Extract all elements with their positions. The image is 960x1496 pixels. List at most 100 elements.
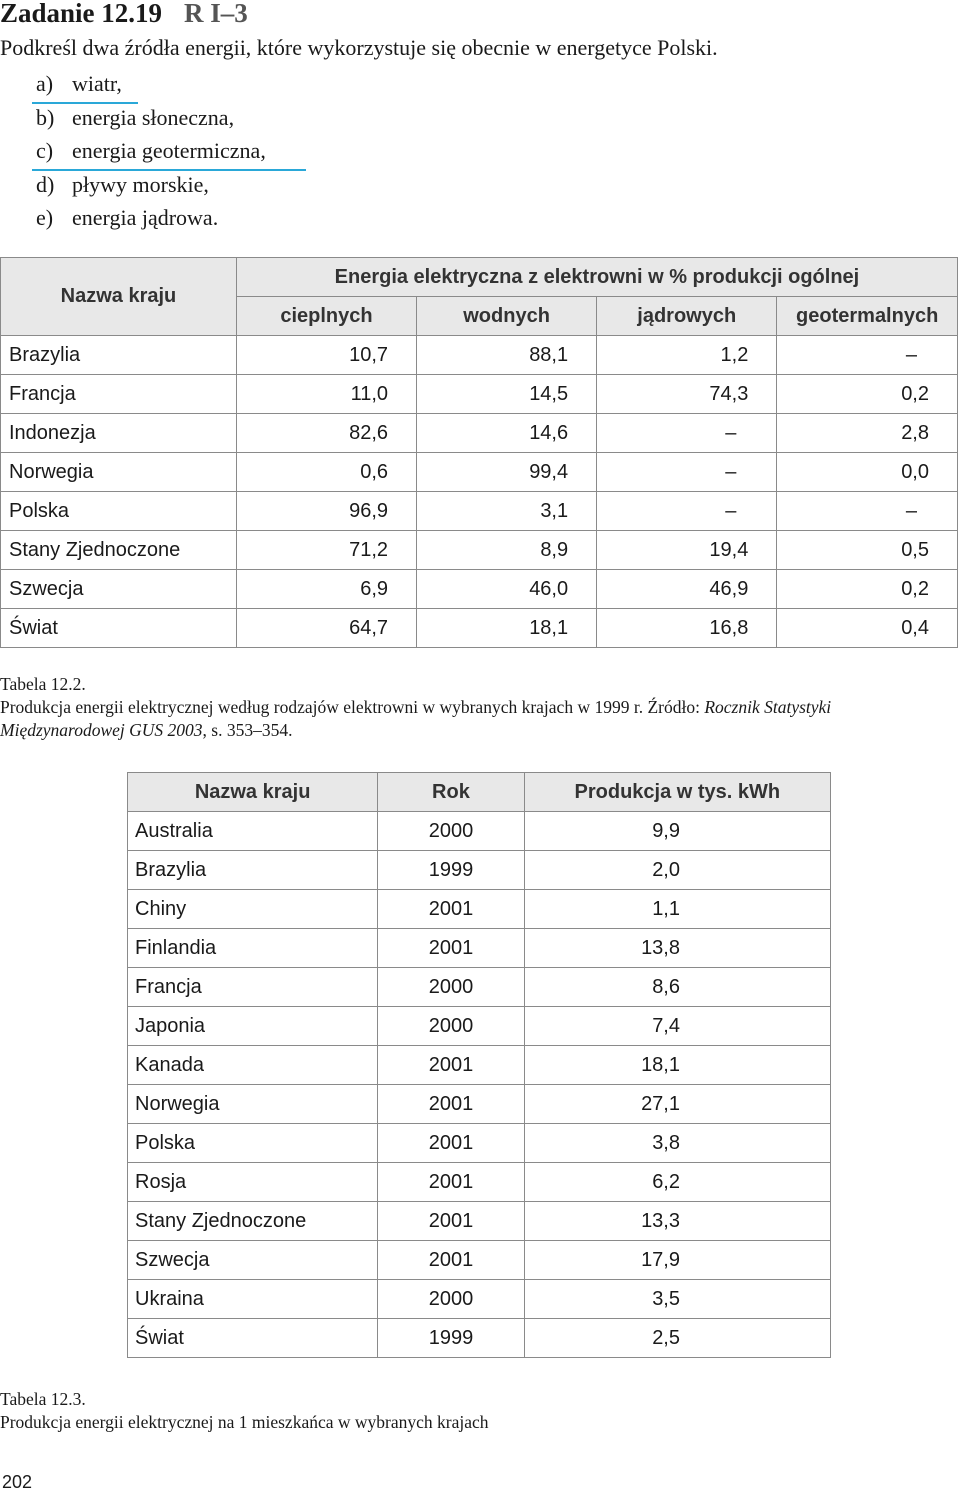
answer-options: a) wiatr, b) energia słoneczna, c) energia ge…: [32, 70, 306, 238]
option-text: pływy morskie,: [72, 171, 209, 197]
country-cell: Szwecja: [0, 569, 237, 609]
caption-pages: , s. 353–354.: [202, 720, 293, 740]
per-capita-table: Nazwa kraju Rok Produkcja w tys. kWh Austr…: [126, 772, 832, 1358]
caption-text: Produkcja energii elektrycznej według ro…: [0, 697, 705, 717]
country-cell: Szwecja: [126, 1240, 379, 1280]
country-cell: Brazylia: [0, 335, 237, 375]
table-row: Polska 2001 3,8: [126, 1123, 832, 1163]
value-cell: 17,9: [523, 1240, 832, 1280]
country-cell: Indonezja: [0, 413, 237, 453]
value-cell: 16,8: [596, 608, 778, 648]
value-cell: 46,0: [416, 569, 598, 609]
table-row: Norwegia 2001 27,1: [126, 1084, 832, 1124]
table-1-caption: Tabela 12.2. Produkcja energii elektrycz…: [0, 673, 960, 742]
value-cell: 2,5: [523, 1318, 832, 1358]
option-text: energia słoneczna,: [72, 104, 235, 130]
option-letter: a): [36, 71, 54, 96]
year-cell: 2000: [377, 811, 525, 851]
country-cell: Polska: [126, 1123, 379, 1163]
country-cell: Chiny: [126, 889, 379, 929]
value-cell: 13,3: [523, 1201, 832, 1241]
table-row: Indonezja 82,6 14,6–2,8: [0, 413, 958, 453]
value-cell: 9,9: [523, 811, 832, 851]
value-cell: 18,1: [523, 1045, 832, 1085]
value-cell: 1,2: [596, 335, 778, 375]
value-cell: 27,1: [523, 1084, 832, 1124]
year-cell: 2001: [377, 1201, 525, 1241]
option-letter: c): [36, 138, 54, 163]
year-cell: 2000: [377, 1006, 525, 1046]
table-row: Świat 1999 2,5: [126, 1318, 832, 1358]
table-row: Ukraina 2000 3,5: [126, 1279, 832, 1319]
value-cell: 0,2: [776, 569, 958, 609]
value-cell: 14,6: [416, 413, 598, 453]
value-cell: 13,8: [523, 928, 832, 968]
caption-source: Rocznik Statystyki Międzynarodowej GUS 2…: [0, 697, 832, 740]
value-cell: 0,5: [776, 530, 958, 570]
value-cell: 3,8: [523, 1123, 832, 1163]
year-cell: 2001: [377, 1045, 525, 1085]
value-cell: 99,4: [416, 452, 598, 492]
value-cell: 8,6: [523, 967, 832, 1007]
table-row: Polska 96,9 3,1– –: [0, 491, 958, 531]
option-text: energia jądrowa.: [72, 205, 219, 230]
table-row: Szwecja 2001 17,9: [126, 1240, 832, 1280]
country-cell: Norwegia: [126, 1084, 379, 1124]
value-cell: –: [596, 491, 778, 531]
table-row: Brazylia 10,7 88,1 1,2–: [0, 335, 958, 375]
table-row: Świat 64,7 18,1 16,8 0,4: [0, 608, 958, 648]
option-letter: d): [36, 171, 55, 197]
option-text: wiatr,: [72, 71, 122, 96]
value-cell: 88,1: [416, 335, 598, 375]
year-cell: 1999: [377, 1318, 525, 1358]
answer-option: c) energia geotermiczna,: [32, 137, 306, 171]
table-row: Kanada 2001 18,1: [126, 1045, 832, 1085]
value-cell: 0,2: [776, 374, 958, 414]
value-cell: 19,4: [596, 530, 778, 570]
country-cell: Finlandia: [126, 928, 379, 968]
table-row: Japonia 2000 7,4: [126, 1006, 832, 1046]
table-row: Norwegia 0,6 99,4–0,0: [0, 452, 958, 492]
year-cell: 2001: [377, 889, 525, 929]
table-row: Stany Zjednoczone 71,2 8,9 19,4 0,5: [0, 530, 958, 570]
value-cell: 0,0: [776, 452, 958, 492]
country-cell: Ukraina: [126, 1279, 379, 1319]
value-cell: –: [596, 413, 778, 453]
table-row: Australia 2000 9,9: [126, 811, 832, 851]
column-header: cieplnych: [235, 296, 418, 336]
country-cell: Stany Zjednoczone: [126, 1201, 379, 1241]
table-row: Rosja 2001 6,2: [126, 1162, 832, 1202]
country-cell: Rosja: [126, 1162, 379, 1202]
column-header: Nazwa kraju: [126, 772, 379, 812]
country-cell: Francja: [126, 967, 379, 1007]
value-cell: 64,7: [235, 608, 418, 648]
task-title: Zadanie 12.19 R I–3: [0, 0, 248, 29]
caption-text: Produkcja energii elektrycznej na 1 mies…: [0, 1412, 489, 1432]
page-number: 202: [2, 1472, 33, 1492]
value-cell: 71,2: [235, 530, 418, 570]
header-country: Nazwa kraju: [0, 257, 237, 336]
value-cell: 7,4: [523, 1006, 832, 1046]
energy-share-table: Nazwa kraju Energia elektryczna z elektr…: [0, 257, 959, 648]
column-header: wodnych: [416, 296, 598, 336]
year-cell: 2001: [377, 1162, 525, 1202]
country-cell: Polska: [0, 491, 237, 531]
year-cell: 2001: [377, 928, 525, 968]
table-row: Brazylia 1999 2,0: [126, 850, 832, 890]
answer-option: a) wiatr,: [32, 70, 266, 104]
value-cell: 3,5: [523, 1279, 832, 1319]
answer-option: d) pływy morskie,: [36, 171, 266, 205]
table-row: Francja 11,0 14,5 74,3 0,2: [0, 374, 958, 414]
option-text: energia geotermiczna,: [72, 138, 266, 163]
value-cell: 0,6: [235, 452, 418, 492]
caption-label: Tabela 12.2.: [0, 674, 86, 694]
value-cell: 96,9: [235, 491, 418, 531]
year-cell: 1999: [377, 850, 525, 890]
table-row: Stany Zjednoczone 2001 13,3: [126, 1201, 832, 1241]
task-number: Zadanie 12.19: [0, 0, 163, 28]
table-2-caption: Tabela 12.3. Produkcja energii elektrycz…: [0, 1388, 489, 1434]
country-cell: Francja: [0, 374, 237, 414]
value-cell: 0,4: [776, 608, 958, 648]
caption-body: Produkcja energii elektrycznej według ro…: [0, 696, 960, 742]
value-cell: 6,9: [235, 569, 418, 609]
